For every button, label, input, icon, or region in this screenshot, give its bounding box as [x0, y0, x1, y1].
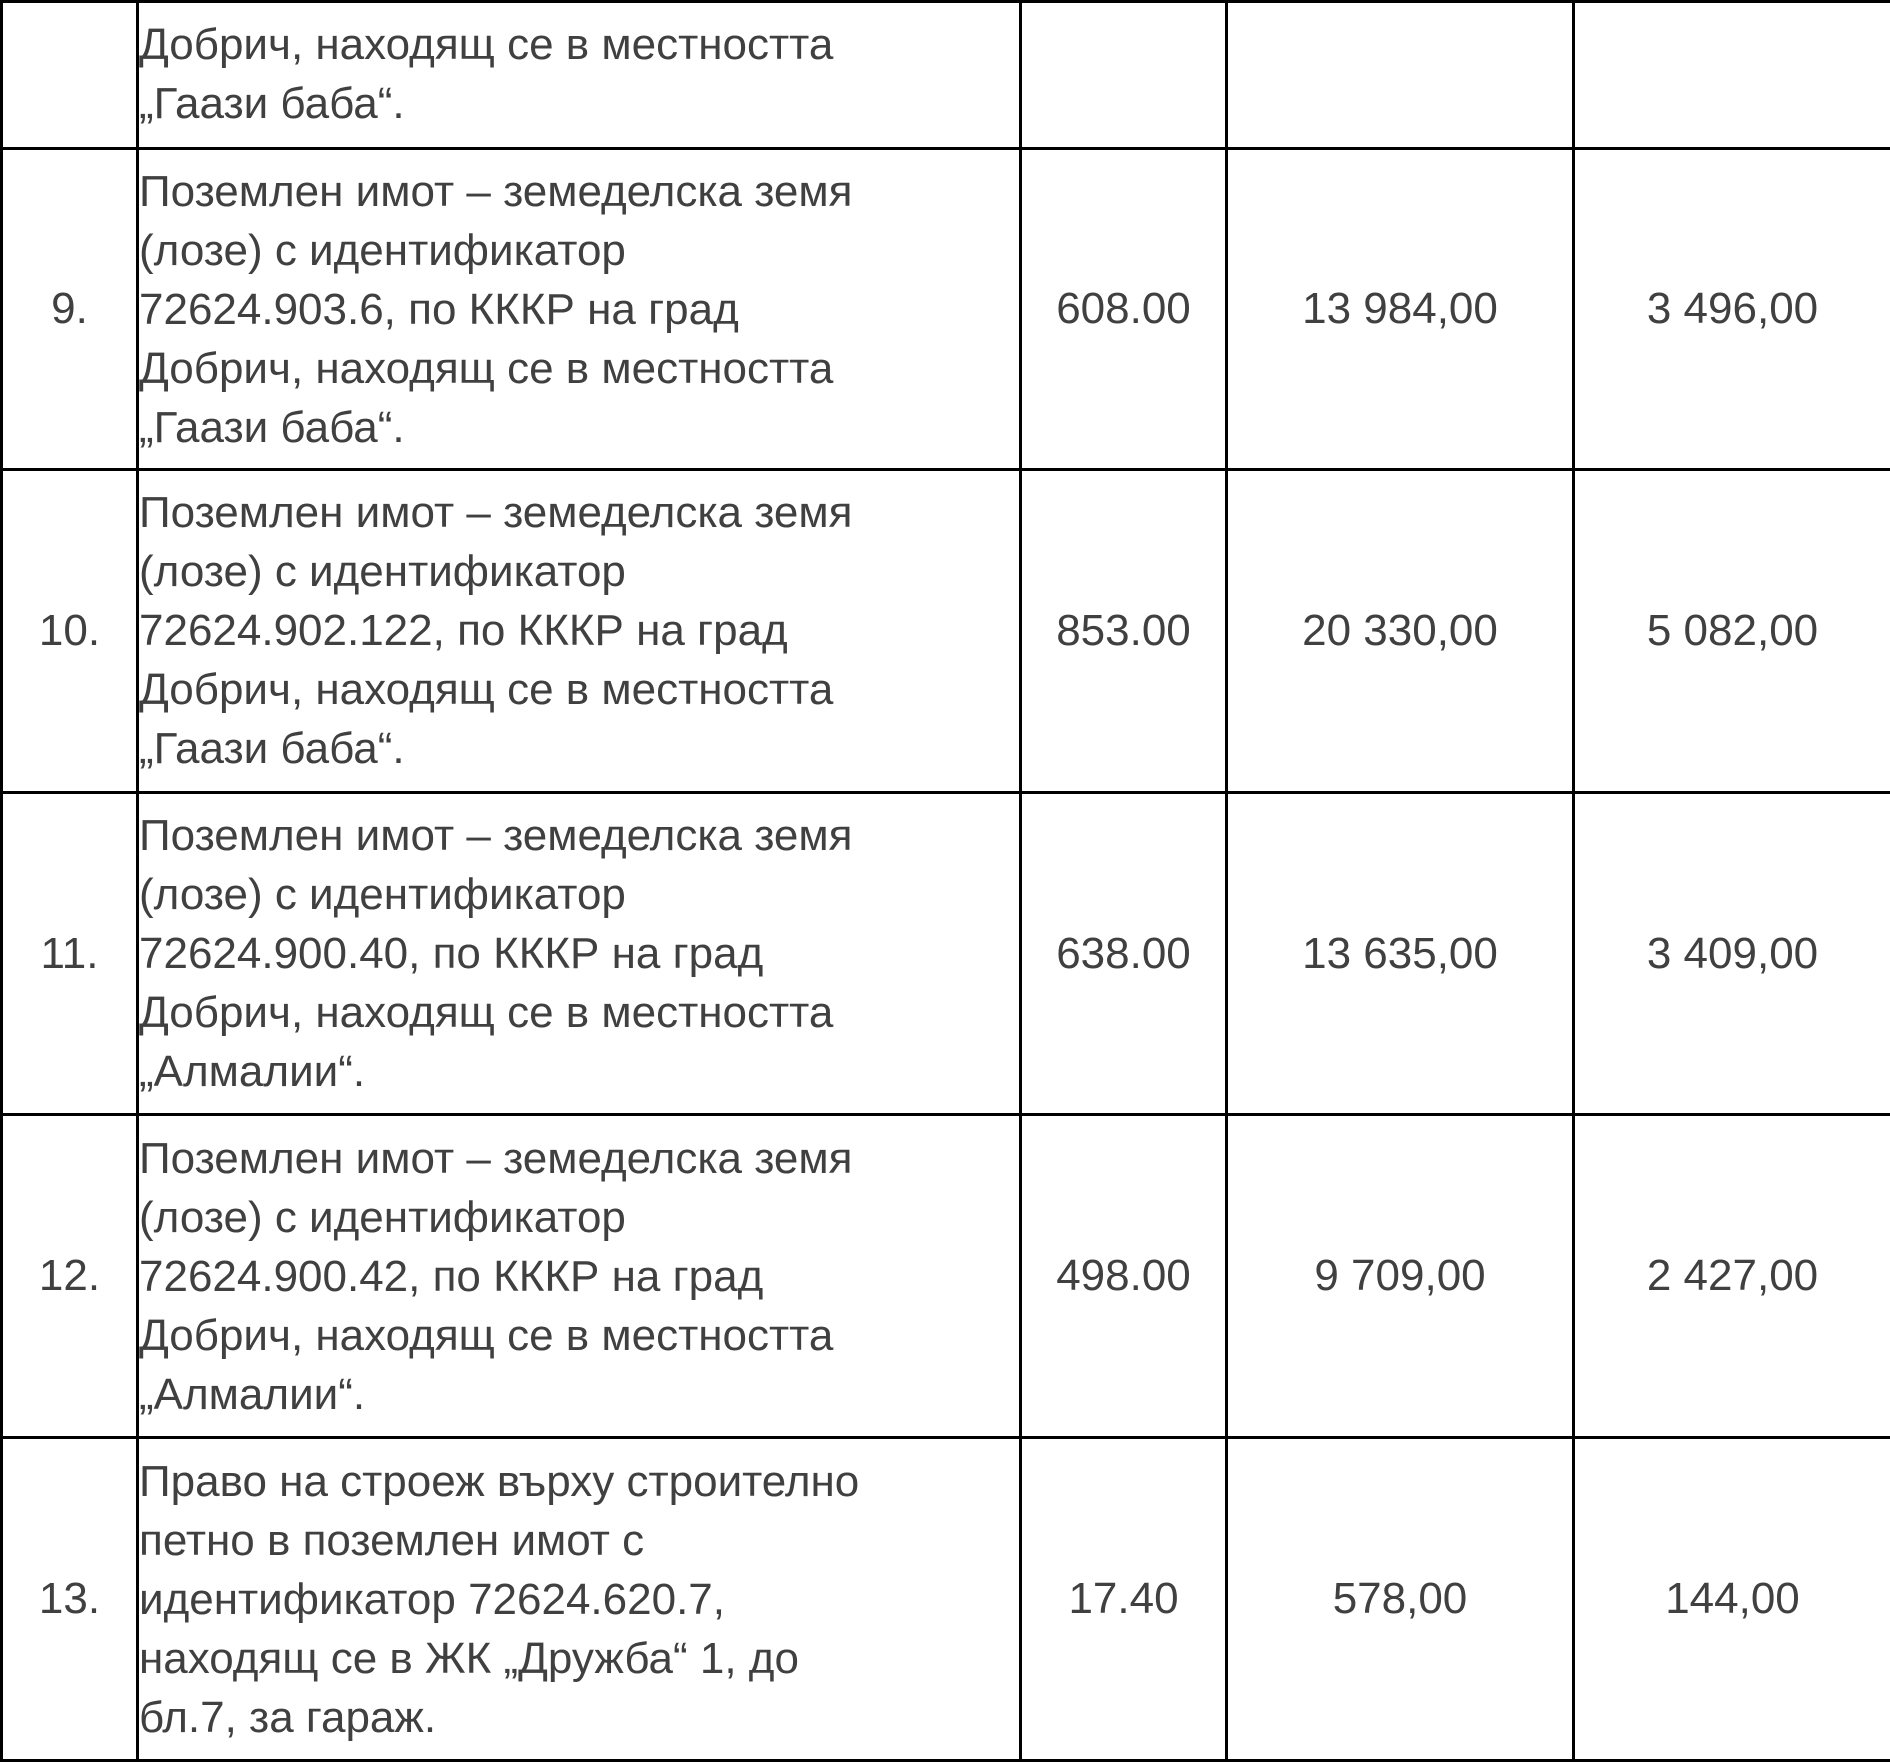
row-number-cell: 10. — [0, 468, 139, 794]
table-row: 12. Поземлен имот – земеделска земя (лозе… — [0, 1113, 1890, 1440]
value2-cell: 2 427,00 — [1572, 1113, 1890, 1440]
row-number-cell: 13. — [0, 1436, 139, 1762]
table-row: 10. Поземлен имот – земеделска земя (лозе… — [0, 468, 1890, 794]
value1-cell: 13 984,00 — [1225, 147, 1575, 472]
description-cell: Поземлен имот – земеделска земя (лозе) с… — [136, 147, 1022, 472]
value1-cell: 13 635,00 — [1225, 790, 1575, 1117]
description-cell: Право на строеж върху строително петно в… — [136, 1436, 1022, 1762]
table-row: Добрич, находящ се в местността „Гаази б… — [0, 0, 1890, 151]
value1-cell: 9 709,00 — [1225, 1113, 1575, 1440]
area-cell — [1019, 0, 1228, 151]
description-cell: Поземлен имот – земеделска земя (лозе) с… — [136, 1113, 1022, 1440]
description-cell: Поземлен имот – земеделска земя (лозе) с… — [136, 790, 1022, 1117]
value1-cell: 578,00 — [1225, 1436, 1575, 1762]
value2-cell: 3 496,00 — [1572, 147, 1890, 472]
value1-cell: 20 330,00 — [1225, 468, 1575, 794]
value2-cell: 5 082,00 — [1572, 468, 1890, 794]
area-cell: 608.00 — [1019, 147, 1228, 472]
row-number-cell: 12. — [0, 1113, 139, 1440]
value1-cell — [1225, 0, 1575, 151]
area-cell: 638.00 — [1019, 790, 1228, 1117]
table-row: 13. Право на строеж върху строително петн… — [0, 1436, 1890, 1762]
table-row: 9. Поземлен имот – земеделска земя (лозе)… — [0, 147, 1890, 472]
description-cell: Добрич, находящ се в местността „Гаази б… — [136, 0, 1022, 151]
table-row: 11. Поземлен имот – земеделска земя (лозе… — [0, 790, 1890, 1117]
value2-cell — [1572, 0, 1890, 151]
row-number-cell: 9. — [0, 147, 139, 472]
row-number-cell: 11. — [0, 790, 139, 1117]
area-cell: 498.00 — [1019, 1113, 1228, 1440]
description-cell: Поземлен имот – земеделска земя (лозе) с… — [136, 468, 1022, 794]
value2-cell: 3 409,00 — [1572, 790, 1890, 1117]
value2-cell: 144,00 — [1572, 1436, 1890, 1762]
area-cell: 853.00 — [1019, 468, 1228, 794]
row-number-cell — [0, 0, 139, 151]
area-cell: 17.40 — [1019, 1436, 1228, 1762]
